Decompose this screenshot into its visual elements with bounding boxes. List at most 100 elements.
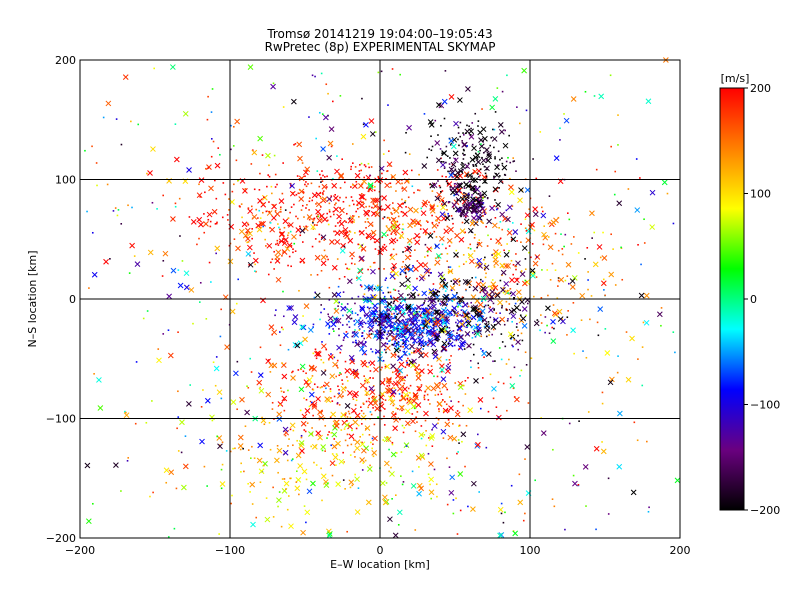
scatter-point-dot [397, 343, 400, 346]
scatter-point-dot [381, 320, 384, 322]
scatter-point-dot [485, 168, 488, 171]
scatter-point-x [390, 216, 397, 223]
scatter-point-dot [232, 447, 234, 450]
scatter-point-dot [369, 370, 372, 372]
scatter-point-x [245, 251, 252, 257]
scatter-point-dot [557, 277, 560, 279]
scatter-point-x [162, 250, 169, 257]
scatter-point-x [299, 324, 305, 331]
scatter-point-dot [597, 334, 600, 337]
scatter-point-x [451, 435, 458, 442]
scatter-point-dot [321, 113, 324, 115]
scatter-point-dot [323, 308, 326, 310]
scatter-point-x [349, 358, 356, 365]
scatter-point-dot [342, 314, 344, 317]
scatter-point-dot [368, 361, 370, 364]
scatter-point-x [129, 242, 135, 249]
scatter-point-x [306, 488, 313, 495]
scatter-point-x [173, 156, 180, 163]
scatter-point-dot [333, 230, 335, 233]
scatter-point-dot [391, 321, 394, 324]
scatter-point-x [244, 409, 250, 416]
scatter-point-dot [328, 325, 331, 328]
scatter-point-x [443, 228, 450, 235]
scatter-point-dot [462, 132, 464, 134]
scatter-point-dot [471, 337, 474, 339]
scatter-point-x [545, 305, 551, 312]
scatter-point-dot [112, 210, 115, 212]
scatter-point-dot [585, 356, 588, 359]
scatter-point-dot [402, 260, 404, 263]
scatter-point-dot [397, 207, 400, 209]
scatter-point-dot [350, 317, 353, 320]
scatter-point-x [336, 392, 343, 399]
scatter-point-dot [508, 358, 510, 361]
scatter-point-x [467, 172, 473, 179]
scatter-point-dot [255, 208, 258, 211]
scatter-point-dot [403, 382, 405, 385]
scatter-point-dot [473, 250, 476, 252]
scatter-point-dot [214, 223, 217, 225]
scatter-point-dot [445, 161, 447, 164]
scatter-point-x [358, 345, 365, 352]
scatter-point-x [367, 183, 374, 190]
scatter-point-dot [313, 218, 315, 221]
scatter-point-x [418, 261, 424, 268]
scatter-point-x [247, 64, 254, 70]
scatter-point-x [305, 382, 312, 389]
scatter-point-dot [335, 375, 338, 378]
scatter-point-x [501, 164, 508, 171]
scatter-point-dot [461, 296, 464, 299]
scatter-point-x [540, 430, 547, 436]
scatter-point-dot [395, 233, 397, 236]
scatter-point-x [292, 341, 299, 348]
scatter-point-dot [405, 206, 407, 208]
scatter-point-dot [505, 160, 508, 163]
colorbar-label: [m/s] [721, 72, 750, 85]
scatter-point-x [457, 97, 463, 103]
scatter-point-dot [313, 383, 316, 386]
scatter-point-x [358, 183, 364, 189]
scatter-point-dot [386, 286, 389, 289]
scatter-point-dot [511, 222, 514, 224]
scatter-point-dot [494, 156, 496, 158]
scatter-point-dot [282, 251, 284, 253]
scatter-point-dot [383, 331, 386, 334]
scatter-point-dot [446, 503, 449, 506]
scatter-point-dot [376, 316, 379, 318]
scatter-point-dot [483, 266, 486, 269]
scatter-point-dot [599, 256, 602, 259]
scatter-point-x [449, 285, 456, 291]
scatter-point-dot [219, 153, 221, 156]
scatter-point-x [447, 434, 454, 441]
scatter-point-x [330, 411, 337, 418]
scatter-point-x [322, 216, 328, 223]
scatter-point-dot [357, 487, 360, 489]
scatter-point-x [331, 292, 338, 298]
scatter-point-dot [465, 288, 467, 291]
scatter-point-dot [470, 212, 473, 214]
scatter-point-dot [400, 210, 403, 213]
scatter-point-dot [237, 179, 240, 181]
scatter-point-dot [327, 433, 329, 436]
scatter-point-x [91, 271, 98, 278]
scatter-point-dot [305, 372, 307, 375]
scatter-point-dot [300, 368, 302, 371]
scatter-point-dot [535, 177, 538, 180]
scatter-point-dot [424, 419, 427, 422]
scatter-point-dot [485, 272, 487, 275]
scatter-point-dot [470, 301, 473, 304]
scatter-point-dot [330, 145, 333, 148]
scatter-point-dot [263, 196, 265, 199]
scatter-point-dot [440, 320, 443, 322]
scatter-point-dot [271, 401, 274, 404]
scatter-point-dot [432, 327, 435, 330]
scatter-point-dot [349, 454, 352, 456]
scatter-point-dot [492, 128, 494, 131]
scatter-point-dot [411, 413, 414, 415]
scatter-point-dot [271, 258, 274, 261]
scatter-point-dot [91, 145, 93, 148]
scatter-point-dot [593, 95, 596, 97]
scatter-point-x [509, 333, 516, 340]
scatter-point-x [489, 293, 495, 300]
